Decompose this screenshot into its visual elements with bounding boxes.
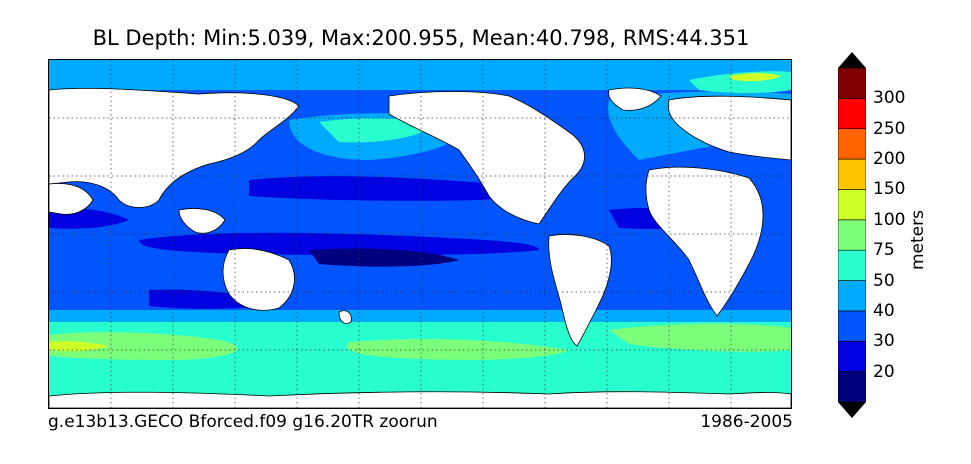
bl-depth-map	[49, 60, 791, 408]
southern-ocean-75-100-west	[49, 332, 238, 360]
colorbar-segment	[838, 128, 866, 160]
colorbar-segment	[838, 249, 866, 281]
colorbar-tick-label: 50	[873, 270, 895, 291]
north-pacific-20-30	[249, 176, 523, 201]
colorbar-segment	[838, 310, 866, 342]
colorbar-units-label: meters	[908, 210, 928, 270]
colorbar-segment	[838, 67, 866, 99]
south-america	[548, 234, 612, 347]
africa	[645, 166, 764, 317]
southern-ocean-75-100-mid	[346, 339, 569, 360]
plot-title: BL Depth: Min:5.039, Max:200.955, Mean:4…	[92, 26, 750, 50]
land-masses	[49, 87, 791, 408]
tropical-pacific-below-20	[309, 248, 459, 267]
colorbar-tick-label: 100	[873, 209, 906, 230]
colorbar-tick-label: 300	[873, 88, 906, 109]
nordic-seas-100-150	[729, 73, 781, 82]
southern-ocean-75-100-east	[609, 323, 791, 352]
map-panel	[48, 59, 792, 409]
colorbar-segment	[838, 371, 866, 403]
antarctica	[49, 391, 791, 408]
colorbar-segment	[838, 280, 866, 312]
colorbar-extend-min-arrow	[838, 402, 866, 418]
colorbar-tick-label: 30	[873, 331, 895, 352]
eurasia	[49, 87, 300, 208]
colorbar-segment	[838, 340, 866, 372]
colorbar-segment	[838, 98, 866, 130]
colorbar-segment	[838, 189, 866, 221]
australia	[222, 248, 295, 311]
southern-ocean-100-150	[49, 341, 109, 352]
colorbar-tick-label: 200	[873, 149, 906, 170]
colorbar	[838, 52, 866, 418]
colorbar-segment	[838, 219, 866, 251]
north-america	[388, 91, 585, 225]
colorbar-segment	[838, 158, 866, 190]
colorbar-tick-label: 150	[873, 179, 906, 200]
greenland	[608, 87, 662, 111]
arabia-africa-east	[49, 183, 94, 215]
colorbar-tick-label: 20	[873, 361, 895, 382]
arctic-band	[49, 60, 791, 90]
colorbar-tick-label: 250	[873, 118, 906, 139]
colorbar-tick-label: 40	[873, 300, 895, 321]
southeast-asia	[178, 208, 226, 234]
colorbar-tick-label: 75	[873, 240, 895, 261]
colorbar-extend-max-arrow	[838, 52, 866, 68]
new-zealand	[338, 310, 352, 324]
case-name-label: g.e13b13.GECO Bforced.f09 g16.20TR zooru…	[48, 412, 438, 432]
years-label: 1986-2005	[700, 412, 793, 432]
